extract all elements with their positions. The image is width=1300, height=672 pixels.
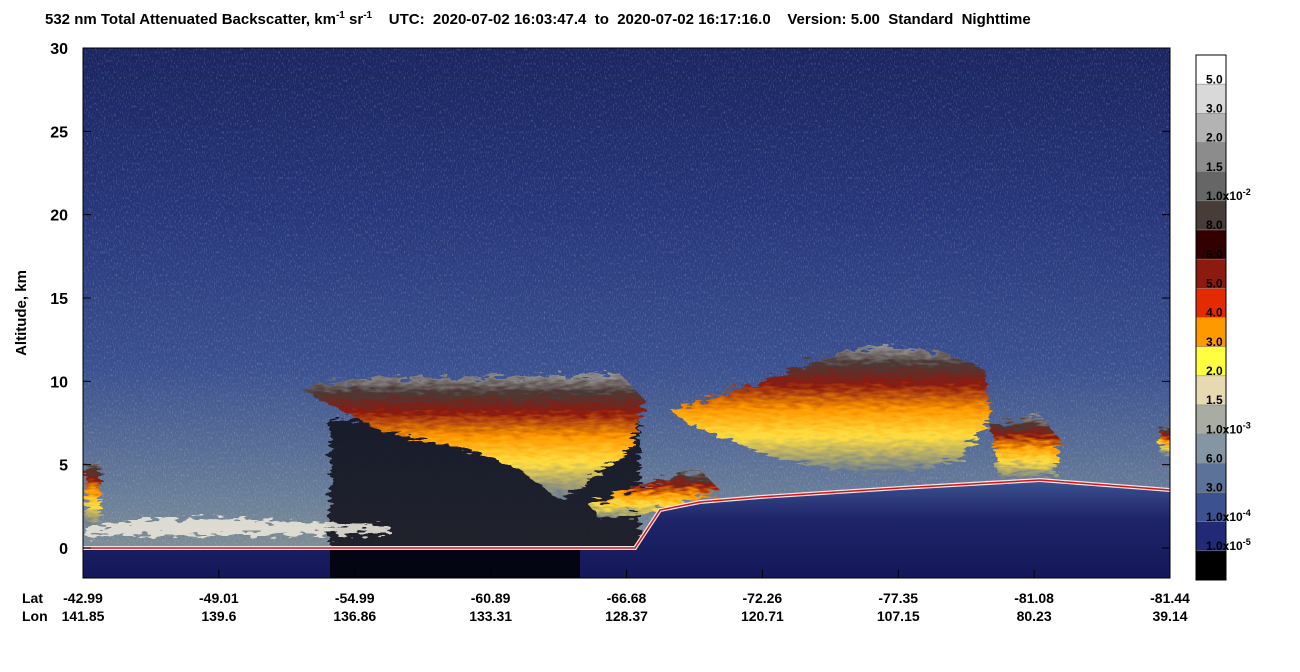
x-row-label: Lon bbox=[22, 608, 48, 624]
title-segment: UTC: 2020-07-02 16:03:47.4 to 2020-07-02… bbox=[372, 11, 1031, 28]
colorbar-label: 1.0x10-2 bbox=[1206, 187, 1251, 203]
colorbar-label: 6.0 bbox=[1206, 452, 1223, 466]
colorbar-label: 3.0 bbox=[1206, 102, 1223, 116]
lat-label: -54.99 bbox=[335, 590, 375, 606]
lon-label: 107.15 bbox=[877, 608, 920, 624]
colorbar-label: 5.0 bbox=[1206, 277, 1223, 291]
colorbar-label-text: 6.0 bbox=[1206, 452, 1223, 466]
lon-label: 39.14 bbox=[1152, 608, 1187, 624]
title-segment: -1 bbox=[336, 10, 345, 21]
lon-label: 136.86 bbox=[333, 608, 376, 624]
lat-label: -72.26 bbox=[743, 590, 783, 606]
colorbar-swatch bbox=[1195, 317, 1227, 347]
y-tick-label: 10 bbox=[50, 374, 68, 391]
lon-label: 128.37 bbox=[605, 608, 648, 624]
colorbar-label: 3.0 bbox=[1206, 481, 1223, 495]
y-axis-label: Altitude, km bbox=[13, 270, 30, 356]
colorbar-label-text: 8.0 bbox=[1206, 218, 1223, 232]
colorbar-label: 1.0x10-4 bbox=[1206, 508, 1251, 524]
colorbar-swatch bbox=[1195, 375, 1227, 406]
lon-label: 80.23 bbox=[1017, 608, 1052, 624]
title-segment: 532 nm Total Attenuated Backscatter, km bbox=[45, 11, 336, 28]
lon-label: 133.31 bbox=[469, 608, 512, 624]
colorbar-label-text: 1.0x10 bbox=[1206, 422, 1243, 436]
colorbar-label-text: 3.0 bbox=[1206, 481, 1223, 495]
chart-title: 532 nm Total Attenuated Backscatter, km-… bbox=[45, 10, 1031, 28]
lon-label: 139.6 bbox=[201, 608, 236, 624]
colorbar-swatch bbox=[1195, 346, 1227, 377]
colorbar-label: 1.5 bbox=[1206, 393, 1223, 407]
colorbar-label-text: 2.0 bbox=[1206, 364, 1223, 378]
colorbar-label-text: 1.0x10 bbox=[1206, 510, 1243, 524]
colorbar-label-text: 1.0x10 bbox=[1206, 539, 1243, 553]
colorbar-label: 6.0 bbox=[1206, 247, 1223, 261]
lat-label: -49.01 bbox=[199, 590, 239, 606]
y-tick-label: 25 bbox=[50, 124, 68, 141]
colorbar-label: 2.0 bbox=[1206, 364, 1223, 378]
colorbar-label-text: 3.0 bbox=[1206, 335, 1223, 349]
colorbar-swatch bbox=[1195, 288, 1227, 318]
colorbar-swatch bbox=[1195, 83, 1227, 114]
colorbar-label-text: 6.0 bbox=[1206, 247, 1223, 261]
lon-label: 141.85 bbox=[62, 608, 105, 624]
y-tick-label: 0 bbox=[59, 541, 68, 558]
title-segment: sr bbox=[345, 11, 364, 28]
title-segment: -1 bbox=[363, 10, 372, 21]
colorbar-swatch bbox=[1195, 521, 1227, 552]
colorbar-swatch bbox=[1195, 404, 1227, 435]
colorbar-label-text: 2.0 bbox=[1206, 131, 1223, 145]
colorbar-label: 1.0x10-3 bbox=[1206, 420, 1251, 436]
colorbar-swatch bbox=[1195, 550, 1227, 581]
y-tick-label: 5 bbox=[59, 458, 68, 475]
colorbar-label-exp: -2 bbox=[1243, 187, 1251, 197]
colorbar-label: 3.0 bbox=[1206, 335, 1223, 349]
colorbar-label: 4.0 bbox=[1206, 306, 1223, 320]
colorbar-label-text: 3.0 bbox=[1206, 102, 1223, 116]
lat-label: -60.89 bbox=[471, 590, 511, 606]
colorbar-label-text: 1.5 bbox=[1206, 393, 1223, 407]
colorbar-swatch bbox=[1195, 200, 1227, 231]
colorbar-swatch bbox=[1195, 258, 1227, 289]
colorbar-label: 1.5 bbox=[1206, 160, 1223, 174]
colorbar-frame bbox=[1195, 54, 1227, 581]
lat-label: -77.35 bbox=[878, 590, 918, 606]
colorbar-label: 5.0 bbox=[1206, 72, 1223, 86]
lat-label: -81.44 bbox=[1150, 590, 1190, 606]
y-tick-label: 15 bbox=[50, 291, 68, 308]
colorbar-swatch bbox=[1195, 171, 1227, 202]
lat-label: -66.68 bbox=[607, 590, 647, 606]
colorbar-label: 8.0 bbox=[1206, 218, 1223, 232]
x-row-label: Lat bbox=[22, 590, 43, 606]
colorbar-label-text: 5.0 bbox=[1206, 72, 1223, 86]
lat-label: -81.08 bbox=[1014, 590, 1054, 606]
backscatter-image bbox=[83, 48, 1170, 578]
lat-label: -42.99 bbox=[63, 590, 103, 606]
y-tick-label: 20 bbox=[50, 208, 68, 225]
colorbar-label-text: 1.0x10 bbox=[1206, 189, 1243, 203]
colorbar-label-exp: -4 bbox=[1243, 508, 1251, 518]
colorbar-label-exp: -3 bbox=[1243, 420, 1251, 430]
colorbar-label-text: 1.5 bbox=[1206, 160, 1223, 174]
colorbar-label-text: 5.0 bbox=[1206, 277, 1223, 291]
colorbar-label-exp: -5 bbox=[1243, 537, 1251, 547]
y-tick-label: 30 bbox=[50, 41, 68, 58]
colorbar-label-text: 4.0 bbox=[1206, 306, 1223, 320]
lon-label: 120.71 bbox=[741, 608, 784, 624]
colorbar-label: 1.0x10-5 bbox=[1206, 537, 1251, 553]
colorbar-label: 2.0 bbox=[1206, 131, 1223, 145]
